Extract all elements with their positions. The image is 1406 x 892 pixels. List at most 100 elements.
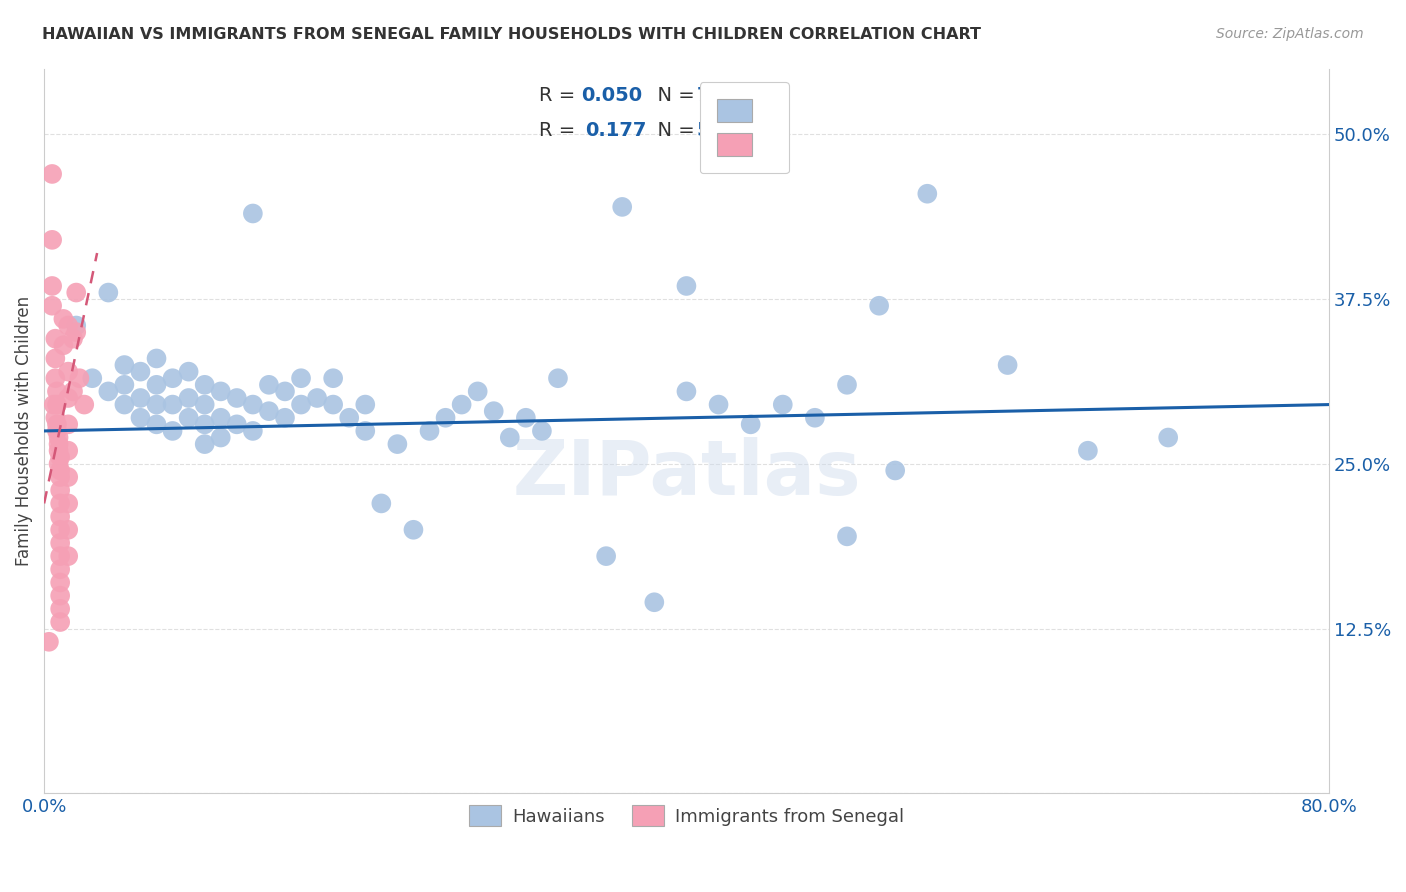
Point	[49, 536, 72, 550]
Point	[65, 285, 87, 300]
Point	[65, 318, 87, 333]
Point	[835, 529, 858, 543]
Text: R =: R =	[538, 120, 588, 140]
Point	[129, 365, 152, 379]
Point	[69, 371, 91, 385]
Point	[274, 410, 297, 425]
Text: 50: 50	[697, 120, 724, 140]
Y-axis label: Family Households with Children: Family Households with Children	[15, 296, 32, 566]
Point	[337, 410, 360, 425]
Point	[52, 338, 75, 352]
Point	[49, 589, 72, 603]
Point	[49, 549, 72, 563]
Point	[49, 509, 72, 524]
Point	[290, 371, 312, 385]
Point	[177, 365, 200, 379]
Point	[162, 424, 184, 438]
Point	[41, 167, 63, 181]
Point	[499, 430, 522, 444]
Text: 0.177: 0.177	[585, 120, 647, 140]
Point	[44, 410, 66, 425]
Point	[162, 398, 184, 412]
Point	[58, 549, 80, 563]
Point	[73, 398, 96, 412]
Point	[707, 398, 730, 412]
Point	[242, 206, 264, 220]
Point	[884, 463, 907, 477]
Text: ZIPatlas: ZIPatlas	[512, 437, 860, 511]
Point	[48, 457, 70, 471]
Point	[62, 332, 84, 346]
Point	[612, 200, 634, 214]
Point	[129, 391, 152, 405]
Point	[675, 279, 697, 293]
Point	[194, 377, 217, 392]
Point	[450, 398, 472, 412]
Point	[49, 463, 72, 477]
Point	[402, 523, 425, 537]
Point	[49, 450, 72, 465]
Point	[322, 371, 344, 385]
Point	[482, 404, 505, 418]
Point	[58, 417, 80, 432]
Point	[49, 496, 72, 510]
Point	[65, 325, 87, 339]
Point	[62, 384, 84, 399]
Point	[58, 523, 80, 537]
Point	[49, 523, 72, 537]
Point	[177, 391, 200, 405]
Point	[997, 358, 1019, 372]
Point	[1157, 430, 1180, 444]
Point	[41, 279, 63, 293]
Point	[112, 398, 135, 412]
Point	[49, 470, 72, 484]
Point	[97, 285, 120, 300]
Point	[322, 398, 344, 412]
Point	[145, 351, 167, 366]
Text: 0.050: 0.050	[581, 86, 643, 105]
Point	[58, 318, 80, 333]
Point	[225, 417, 247, 432]
Point	[145, 398, 167, 412]
Point	[112, 358, 135, 372]
Point	[354, 424, 377, 438]
Point	[467, 384, 489, 399]
Point	[209, 410, 232, 425]
Point	[46, 384, 69, 399]
Point	[225, 391, 247, 405]
Point	[48, 437, 70, 451]
Text: N =: N =	[645, 120, 702, 140]
Point	[290, 398, 312, 412]
Point	[370, 496, 392, 510]
Point	[177, 410, 200, 425]
Point	[145, 417, 167, 432]
Point	[643, 595, 665, 609]
Point	[242, 398, 264, 412]
Point	[49, 575, 72, 590]
Point	[209, 384, 232, 399]
Point	[387, 437, 409, 451]
Point	[242, 424, 264, 438]
Point	[44, 351, 66, 366]
Point	[112, 377, 135, 392]
Point	[162, 371, 184, 385]
Point	[44, 371, 66, 385]
Point	[52, 312, 75, 326]
Point	[547, 371, 569, 385]
Point	[58, 496, 80, 510]
Point	[530, 424, 553, 438]
Point	[41, 299, 63, 313]
Point	[868, 299, 890, 313]
Point	[82, 371, 104, 385]
Point	[194, 417, 217, 432]
Point	[194, 437, 217, 451]
Point	[49, 483, 72, 498]
Point	[434, 410, 457, 425]
Point	[145, 377, 167, 392]
Point	[418, 424, 440, 438]
Text: 73: 73	[697, 86, 724, 105]
Point	[42, 398, 65, 412]
Point	[194, 398, 217, 412]
Point	[209, 430, 232, 444]
Point	[49, 562, 72, 576]
